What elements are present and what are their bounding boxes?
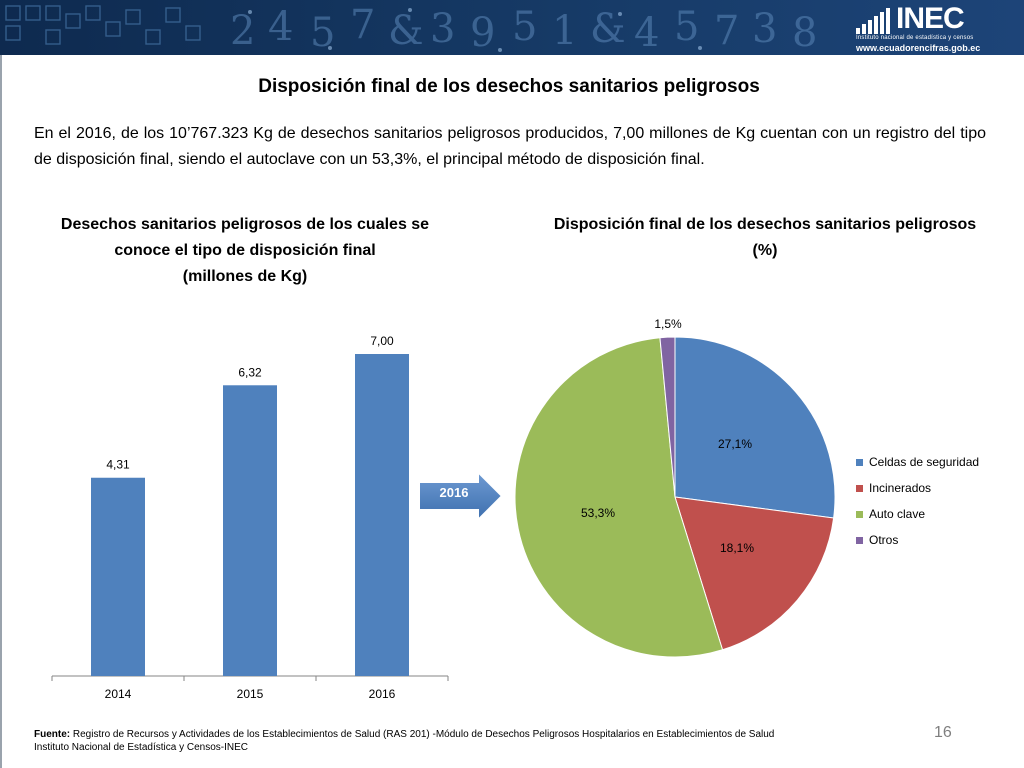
pie-chart-title-line: (%) [752,242,778,259]
legend-swatch [856,458,863,466]
source-label: Fuente: [34,729,71,740]
legend-label: Celdas de seguridad [869,455,980,469]
svg-text:8: 8 [792,10,817,55]
footer-source: Fuente: Registro de Recursos y Actividad… [34,728,774,754]
pie-value-label: 1,5% [654,317,682,331]
legend-label: Incinerados [869,481,932,495]
pie-slice [674,336,836,519]
source-text: Registro de Recursos y Actividades de lo… [72,729,775,740]
logo-brand: INEC [896,2,965,35]
pie-slice [659,336,676,498]
svg-text:7: 7 [714,8,739,54]
pie-chart-title-line: Disposición final de los desechos sanita… [553,216,977,233]
legend-item: Auto clave [856,501,979,527]
svg-text:&: & [388,8,424,54]
svg-text:4: 4 [634,10,659,55]
intro-paragraph: En el 2016, de los 10’767.323 Kg de dese… [34,125,986,168]
bar-chart-title: Desechos sanitarios peligrosos de los cu… [40,212,450,290]
pie-value-label: 18,1% [720,541,754,555]
bar-value-label: 7,00 [370,334,394,348]
legend-item: Celdas de seguridad [856,449,979,475]
bar-category-label: 2014 [105,687,132,701]
svg-text:9: 9 [470,10,495,55]
logo-bars-icon [856,8,896,34]
left-border [0,55,2,768]
bar-category-label: 2015 [237,687,264,701]
bar [91,477,145,676]
legend-swatch [856,484,863,492]
legend-swatch [856,536,863,544]
pie-value-label: 27,1% [718,437,752,451]
logo-subtitle: Instituto nacional de estadística y cens… [856,35,974,41]
bar-category-label: 2016 [369,687,396,701]
svg-text:5: 5 [512,4,537,50]
pie-value-label: 53,3% [581,506,615,520]
svg-text:1: 1 [552,8,577,54]
pie-legend: Celdas de seguridad Incinerados Auto cla… [856,449,979,553]
svg-text:2: 2 [230,8,255,54]
logo-url: www.ecuadorencifras.gob.ec [856,43,981,53]
legend-item: Otros [856,527,979,553]
slide-title: Disposición final de los desechos sanita… [258,76,760,97]
bar-value-label: 6,32 [238,365,262,379]
legend-item: Incinerados [856,475,979,501]
svg-text:5: 5 [674,4,699,50]
inec-logo: INEC Instituto nacional de estadística y… [848,2,998,53]
bar-chart-title-line: (millones de Kg) [182,268,308,285]
page-number: 16 [934,724,952,741]
legend-label: Otros [869,533,899,547]
pie-slice [674,496,835,651]
bar-chart-title-line: conoce el tipo de disposición final [114,242,376,259]
year-arrow-icon [418,470,504,522]
legend-swatch [856,510,863,518]
bar-value-label: 4,31 [106,458,130,472]
legend-label: Auto clave [869,507,926,521]
svg-text:3: 3 [430,6,455,52]
svg-text:4: 4 [268,4,293,50]
institution-text: Instituto Nacional de Estadística y Cens… [34,742,248,753]
bar [355,354,409,676]
bar [223,385,277,676]
year-arrow-label: 2016 [439,485,469,500]
svg-text:3: 3 [752,6,777,52]
svg-text:7: 7 [350,2,375,48]
pie-slice [514,337,724,658]
pie-chart-title: Disposición final de los desechos sanita… [530,212,1000,264]
bar-chart-title-line: Desechos sanitarios peligrosos de los cu… [60,216,430,233]
